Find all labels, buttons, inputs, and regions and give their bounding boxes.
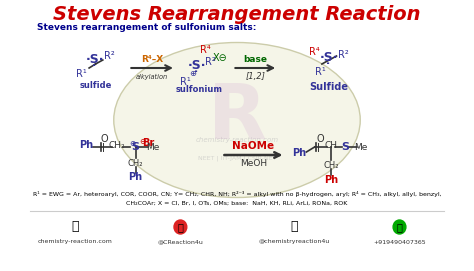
Text: 💻: 💻 xyxy=(72,221,79,234)
Text: chemistry-reaction.com: chemistry-reaction.com xyxy=(195,137,279,143)
Text: 🐦: 🐦 xyxy=(177,222,183,232)
Text: @chemistryreaction4u: @chemistryreaction4u xyxy=(259,240,330,244)
Text: R¹ = EWG = Ar, heteroaryl, COR, COOR, CN; Y= CH₂, CHR, NH; R²⁻³ = alkyl with no : R¹ = EWG = Ar, heteroaryl, COR, COOR, CN… xyxy=(33,191,441,197)
Text: X⊖: X⊖ xyxy=(212,53,227,63)
Text: 📷: 📷 xyxy=(291,221,298,234)
Circle shape xyxy=(393,220,406,234)
Text: ·Ṣ·: ·Ṣ· xyxy=(320,51,338,64)
Text: Stevens Rearrangement Reaction: Stevens Rearrangement Reaction xyxy=(53,5,421,24)
Text: Me: Me xyxy=(355,143,368,151)
Text: chemistry-reaction.com: chemistry-reaction.com xyxy=(38,240,113,244)
Text: [1,2]: [1,2] xyxy=(246,73,265,82)
Text: R⁴: R⁴ xyxy=(200,45,210,55)
Text: Br: Br xyxy=(142,138,155,148)
Text: Ph: Ph xyxy=(292,148,306,158)
Text: R²: R² xyxy=(205,57,216,67)
Text: CH₂: CH₂ xyxy=(323,160,339,169)
Text: O: O xyxy=(101,134,109,144)
Text: Me: Me xyxy=(146,143,160,151)
Text: R⁴: R⁴ xyxy=(309,47,320,57)
Text: Ph: Ph xyxy=(128,172,143,182)
Text: R: R xyxy=(208,81,266,155)
Text: CH: CH xyxy=(325,140,337,150)
Text: alkylation: alkylation xyxy=(136,74,168,80)
Text: S: S xyxy=(342,142,350,152)
Text: ⊖: ⊖ xyxy=(139,137,145,146)
Text: base: base xyxy=(243,54,267,63)
Text: sulfonium: sulfonium xyxy=(175,85,222,95)
Text: Ph: Ph xyxy=(324,175,338,185)
Text: ·Ṣ·: ·Ṣ· xyxy=(86,53,105,66)
Text: +919490407365: +919490407365 xyxy=(373,240,426,244)
Text: R¹: R¹ xyxy=(76,69,87,79)
Text: NaOMe: NaOMe xyxy=(232,141,274,151)
Text: R²: R² xyxy=(104,51,115,61)
Circle shape xyxy=(174,220,187,234)
Text: NEET | IIT-JAM | CSIR-NET: NEET | IIT-JAM | CSIR-NET xyxy=(198,155,276,161)
Text: S: S xyxy=(132,142,140,152)
Text: ⊕: ⊕ xyxy=(130,138,136,147)
Text: R⁴–X: R⁴–X xyxy=(141,56,163,64)
Text: Sulfide: Sulfide xyxy=(310,82,349,92)
Text: O: O xyxy=(316,134,324,144)
Text: MeOH: MeOH xyxy=(240,159,267,167)
Ellipse shape xyxy=(114,43,360,198)
Text: ⊕: ⊕ xyxy=(189,69,196,78)
Text: CH₂: CH₂ xyxy=(128,159,144,167)
Text: sulfide: sulfide xyxy=(79,80,112,89)
Text: CH₂COAr; X = Cl, Br, I, OTs, OMs; base:  NaH, KH, RLi, ArLi, RONa, ROK: CH₂COAr; X = Cl, Br, I, OTs, OMs; base: … xyxy=(126,201,348,205)
Text: @CReaction4u: @CReaction4u xyxy=(157,240,203,244)
Text: R¹: R¹ xyxy=(180,77,191,87)
Text: 📱: 📱 xyxy=(397,222,402,232)
Text: CH₂: CH₂ xyxy=(108,140,125,150)
Text: ·Ṣ·: ·Ṣ· xyxy=(188,60,206,73)
Text: R²: R² xyxy=(337,50,348,60)
Text: R¹: R¹ xyxy=(315,67,326,77)
Text: Ph: Ph xyxy=(79,140,93,150)
Text: Stevens rearrangement of sulfonium salts:: Stevens rearrangement of sulfonium salts… xyxy=(37,24,256,33)
